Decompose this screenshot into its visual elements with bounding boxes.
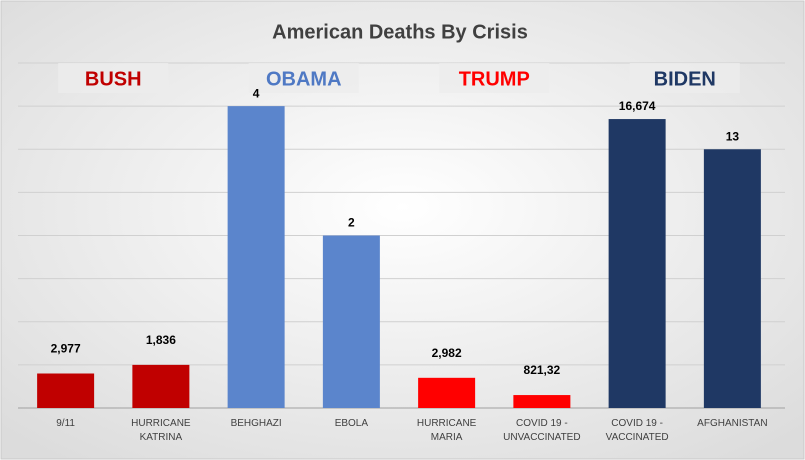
x-tick-label: COVID 19 - VACCINATED [606, 418, 669, 443]
group-header-box [629, 63, 740, 93]
bar-annotation: 821,32 [524, 363, 561, 377]
bar [322, 235, 380, 408]
x-tick-label: HURRICANE KATRINA [131, 418, 191, 443]
x-tick-label: EBOLA [335, 418, 369, 429]
x-tick-label-line: MARIA [431, 432, 463, 443]
x-tick-label-line: HURRICANE [417, 418, 477, 429]
x-tick-label-line: 9/11 [56, 418, 75, 429]
bar [37, 373, 95, 408]
x-tick-label-line: UNVACCINATED [503, 432, 580, 443]
bar-annotation: 2 [348, 216, 355, 230]
group-header-box [58, 63, 169, 93]
bar-annotation: 2,977 [51, 342, 81, 356]
group-header: BUSH [85, 68, 142, 90]
x-tick-label: COVID 19 - UNVACCINATED [503, 418, 580, 443]
bar-annotation: 13 [726, 129, 740, 143]
bar-annotation: 2,982 [432, 346, 462, 360]
group-header-box [439, 63, 550, 93]
group-header: OBAMA [266, 68, 342, 90]
x-tick-label-line: HURRICANE [131, 418, 191, 429]
bar [513, 395, 571, 408]
x-tick-label-line: BEHGHAZI [231, 418, 282, 429]
x-tick-label: AFGHANISTAN [697, 418, 767, 429]
x-tick-label: 9/11 [56, 418, 75, 429]
bar [132, 364, 190, 408]
x-tick-label-line: VACCINATED [606, 432, 669, 443]
x-tick-label: BEHGHAZI [231, 418, 282, 429]
bar-annotation: 4 [253, 86, 260, 100]
x-tick-label-line: COVID 19 - [516, 418, 568, 429]
x-tick-label-line: KATRINA [140, 432, 183, 443]
bar [418, 377, 476, 408]
group-header: BIDEN [654, 68, 716, 90]
x-tick-label: HURRICANE MARIA [417, 418, 477, 443]
bar [608, 119, 666, 408]
x-tick-label-line: COVID 19 - [611, 418, 663, 429]
group-header: TRUMP [459, 68, 530, 90]
x-tick-label-line: EBOLA [335, 418, 369, 429]
group-header-box [248, 63, 359, 93]
bar [227, 106, 285, 408]
x-tick-label-line: AFGHANISTAN [697, 418, 767, 429]
chart-title: American Deaths By Crisis [272, 21, 528, 43]
bar-annotation: 1,836 [146, 333, 176, 347]
bar [703, 149, 761, 408]
bar-annotation: 16,674 [619, 99, 656, 113]
